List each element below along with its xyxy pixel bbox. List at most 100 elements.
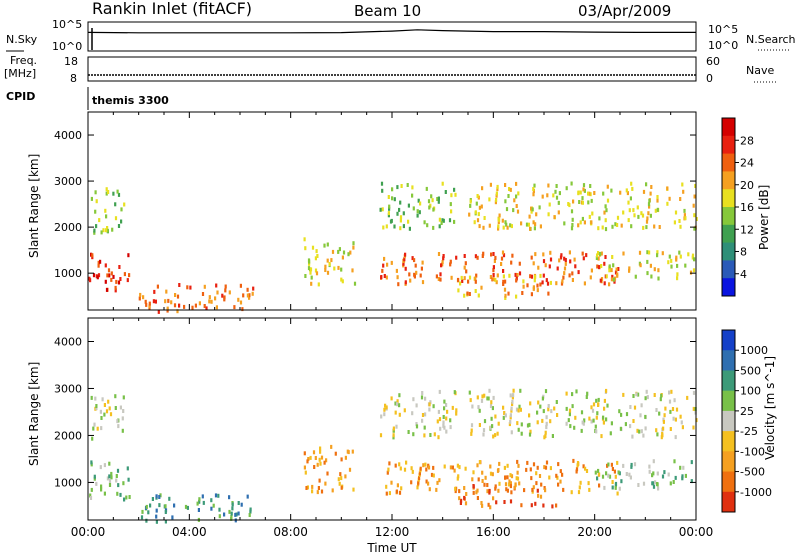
range-cell	[309, 270, 312, 275]
range-cell	[303, 237, 306, 242]
range-cell	[558, 258, 561, 263]
range-cell	[385, 491, 388, 496]
range-cell	[692, 203, 695, 208]
range-cell	[515, 476, 518, 481]
range-cell	[449, 418, 452, 423]
range-cell	[95, 224, 98, 229]
range-cell	[323, 460, 326, 465]
range-cell	[633, 462, 637, 467]
range-cell	[674, 435, 677, 440]
range-cell	[690, 460, 693, 465]
range-cell	[106, 273, 109, 278]
range-cell	[448, 218, 452, 223]
range-cell	[395, 268, 398, 273]
range-cell	[590, 268, 593, 273]
range-cell	[463, 276, 466, 281]
range-cell	[545, 425, 548, 430]
range-cell	[542, 409, 545, 414]
range-cell	[509, 484, 512, 489]
range-cell	[95, 406, 98, 411]
range-cell	[559, 479, 562, 484]
range-cell	[148, 301, 151, 306]
range-cell	[442, 254, 445, 258]
range-cell	[583, 281, 586, 286]
range-cell	[237, 501, 240, 505]
range-cell	[481, 470, 484, 475]
range-cell	[616, 491, 619, 496]
range-cell	[224, 284, 227, 289]
range-cell	[667, 472, 670, 477]
range-cell	[407, 203, 410, 208]
range-cell	[592, 402, 596, 407]
range-cell	[544, 389, 548, 394]
range-cell	[90, 196, 93, 201]
range-cell	[176, 294, 180, 299]
range-cell	[513, 198, 516, 203]
range-cell	[252, 286, 255, 291]
range-cell	[547, 183, 550, 188]
range-cell	[563, 221, 566, 226]
range-cell	[492, 277, 495, 282]
range-cell	[496, 273, 499, 278]
range-cell	[108, 479, 112, 483]
range-cell	[331, 488, 334, 493]
range-cell	[490, 416, 493, 421]
range-cell	[548, 475, 551, 480]
range-cell	[562, 275, 565, 280]
range-cell	[153, 289, 156, 294]
range-cell	[646, 395, 649, 400]
range-cell	[304, 274, 307, 278]
range-cell	[509, 473, 512, 478]
range-cell	[497, 220, 500, 225]
range-cell	[337, 265, 340, 270]
beam-title: Beam 10	[354, 2, 421, 20]
range-cell	[668, 196, 671, 201]
range-cell	[442, 218, 445, 223]
range-cell	[119, 492, 122, 497]
range-cell	[608, 282, 611, 287]
range-cell	[398, 490, 402, 495]
range-cell	[437, 277, 440, 281]
range-cell	[498, 217, 501, 222]
range-cell	[480, 398, 484, 403]
range-cell	[502, 253, 506, 258]
colorbar-tick-label: 100	[740, 385, 761, 398]
range-cell	[432, 473, 435, 478]
range-cell	[433, 432, 436, 437]
range-cell	[93, 228, 96, 233]
colorbar-segment	[722, 135, 735, 155]
range-cell	[423, 433, 426, 438]
range-cell	[520, 221, 523, 226]
range-cell	[115, 279, 118, 284]
range-cell	[446, 409, 449, 414]
range-cell	[95, 404, 98, 408]
range-cell	[607, 473, 610, 478]
nsky-panel: N.Sky 10^5 10^0 10^5 10^0 N.Search	[6, 18, 796, 53]
time-tick-label: 12:00	[375, 525, 410, 539]
range-cell	[610, 188, 613, 193]
range-cell	[630, 224, 633, 229]
range-cell	[100, 416, 103, 420]
range-cell	[419, 201, 422, 206]
range-cell	[435, 274, 438, 279]
range-cell	[579, 220, 582, 225]
freq-label-line2: [MHz]	[4, 67, 36, 80]
range-cell	[608, 474, 612, 479]
range-cell	[403, 257, 406, 262]
range-cell	[511, 395, 514, 400]
range-cell	[104, 279, 107, 284]
range-cell	[432, 225, 435, 230]
range-cell	[170, 300, 173, 305]
range-cell	[584, 466, 587, 471]
range-cell	[572, 458, 575, 463]
range-cell	[530, 209, 533, 214]
range-cell	[481, 254, 484, 258]
range-cell	[117, 192, 121, 197]
range-cell	[545, 421, 548, 426]
range-cell	[97, 263, 100, 268]
range-cell	[539, 273, 542, 278]
range-cell	[496, 187, 499, 192]
range-cell	[614, 474, 617, 479]
range-cell	[314, 256, 317, 261]
range-cell	[99, 409, 102, 414]
